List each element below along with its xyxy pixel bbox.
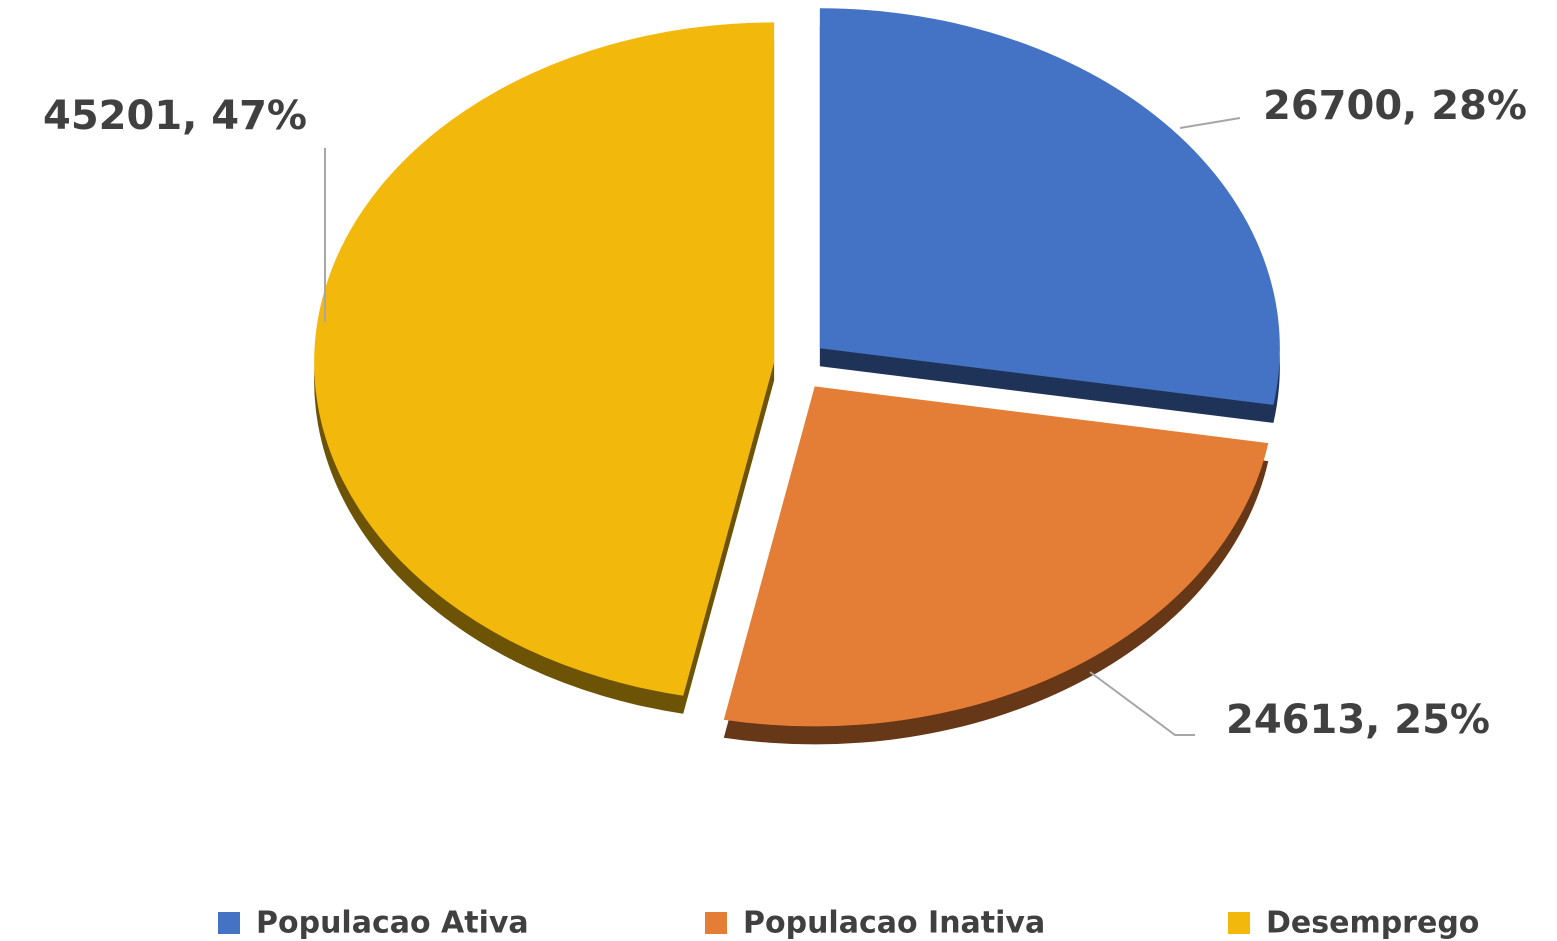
data-label: 26700, 28% — [1263, 83, 1527, 129]
leader-line — [1089, 671, 1195, 736]
leader-line — [1179, 117, 1241, 129]
legend-label: Populacao Ativa — [256, 906, 529, 941]
data-label: 24613, 25% — [1226, 697, 1490, 743]
data-label: 45201, 47% — [43, 93, 307, 139]
legend-swatch — [218, 912, 240, 934]
slice — [314, 22, 775, 696]
slice — [723, 386, 1269, 727]
legend-label: Populacao Inativa — [743, 906, 1045, 941]
legend-swatch — [705, 912, 727, 934]
legend-swatch — [1228, 912, 1250, 934]
legend-label: Desemprego — [1266, 906, 1479, 941]
slice — [819, 8, 1280, 405]
